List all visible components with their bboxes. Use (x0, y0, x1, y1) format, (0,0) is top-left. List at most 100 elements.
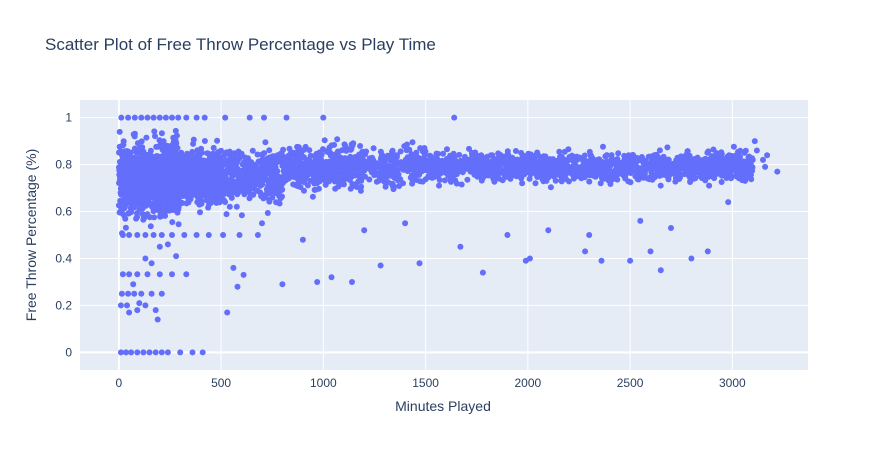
data-point (150, 114, 157, 121)
data-point (125, 290, 132, 297)
data-point (339, 147, 345, 154)
data-point (730, 143, 737, 150)
data-point (122, 148, 129, 155)
data-point (151, 159, 158, 166)
data-point (519, 180, 526, 187)
data-point (281, 173, 288, 180)
data-point (200, 185, 207, 192)
data-point (526, 153, 532, 159)
data-point (116, 128, 123, 135)
data-point (668, 225, 674, 231)
data-point (164, 150, 171, 157)
data-point (483, 167, 490, 174)
data-point (193, 171, 200, 178)
data-point (370, 145, 377, 152)
data-point (305, 170, 312, 176)
data-point (131, 145, 138, 152)
data-point (453, 160, 460, 167)
x-tick-label: 2500 (617, 376, 644, 390)
data-point (311, 180, 318, 187)
data-point (305, 164, 312, 171)
data-point (671, 161, 678, 168)
data-point (361, 227, 368, 234)
data-point (150, 165, 157, 172)
data-point (601, 164, 608, 171)
data-point (177, 349, 184, 356)
data-point (444, 146, 450, 153)
data-point (708, 168, 715, 175)
data-point (156, 114, 163, 121)
data-point (416, 165, 423, 172)
data-point (233, 203, 240, 210)
data-point (157, 165, 164, 172)
data-point (136, 192, 143, 199)
data-point (349, 156, 356, 163)
data-point (206, 189, 213, 196)
y-tick-labels: 0 0.2 0.4 0.6 0.8 1 (55, 111, 72, 360)
data-point (680, 154, 687, 161)
data-point (223, 167, 230, 174)
data-point (597, 180, 604, 187)
data-point (159, 212, 166, 219)
data-point (158, 232, 165, 238)
data-point (582, 248, 589, 255)
data-point (279, 281, 286, 288)
data-point (236, 232, 243, 238)
data-point (349, 279, 355, 285)
data-point (300, 146, 307, 153)
data-point (342, 167, 348, 174)
data-point (256, 165, 262, 172)
data-point (357, 143, 364, 149)
data-point (183, 114, 190, 121)
data-point (126, 232, 133, 238)
data-point (589, 169, 595, 176)
data-point (142, 232, 149, 238)
data-point (277, 150, 284, 157)
data-point (532, 152, 539, 159)
data-point (227, 189, 233, 196)
data-point (127, 199, 134, 206)
data-point (496, 162, 503, 169)
data-point (377, 175, 384, 181)
data-point (411, 172, 418, 179)
data-point (181, 162, 188, 169)
data-point (628, 162, 635, 169)
data-point (619, 159, 626, 166)
data-point (718, 179, 725, 185)
data-point (614, 176, 621, 183)
data-point (309, 193, 316, 200)
data-point (267, 182, 274, 189)
data-point (206, 201, 213, 208)
data-point (226, 152, 233, 158)
data-point (257, 159, 264, 165)
data-point (400, 180, 406, 187)
data-point (184, 167, 191, 174)
data-point (127, 161, 133, 167)
data-point (607, 167, 614, 174)
data-point (531, 169, 538, 176)
data-point (162, 173, 169, 180)
data-point (684, 148, 691, 155)
data-point (404, 154, 411, 161)
data-point (725, 199, 732, 206)
data-point (120, 202, 127, 209)
data-point (133, 174, 140, 181)
data-point (203, 179, 210, 185)
data-point (416, 171, 423, 178)
data-point (566, 154, 573, 160)
data-point (719, 160, 726, 167)
data-point (664, 144, 671, 151)
plot-area (80, 100, 808, 370)
data-point (441, 177, 448, 184)
data-point (154, 316, 161, 323)
data-point (691, 156, 698, 163)
data-point (362, 164, 369, 171)
data-point (430, 159, 437, 165)
data-point (126, 271, 133, 278)
data-point (177, 173, 184, 180)
data-point (131, 290, 138, 297)
data-point (294, 143, 301, 150)
data-point (205, 232, 212, 238)
data-point (684, 158, 691, 165)
data-point (224, 309, 231, 316)
